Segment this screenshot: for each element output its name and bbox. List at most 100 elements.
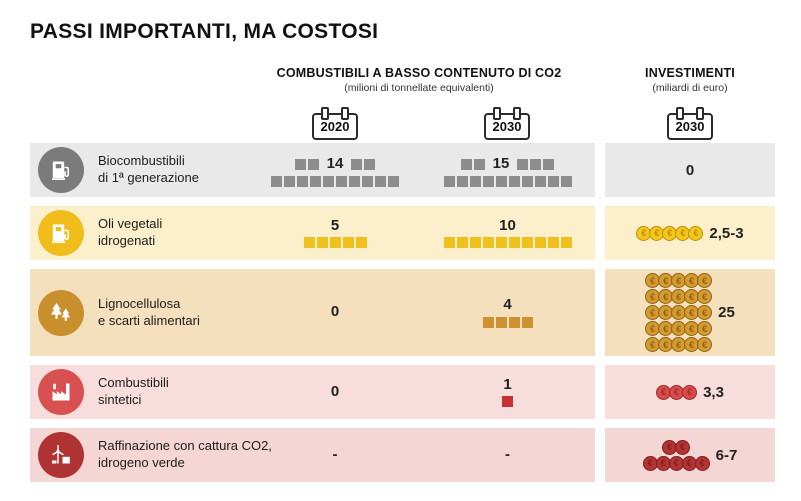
row-label-line1: Raffinazione con cattura CO2, xyxy=(98,438,272,454)
row-label: Oli vegetali idrogenati xyxy=(92,216,250,250)
value-label: - xyxy=(332,445,338,463)
value-label: 1 xyxy=(503,375,512,393)
calendar-investments-2030-icon: 2030 xyxy=(667,107,713,140)
fuel-2020-cell: 0 xyxy=(250,383,420,401)
euro-coin-icon: € xyxy=(697,289,713,304)
squares-row xyxy=(443,237,572,249)
fuel-2020-cell: 14 xyxy=(250,153,420,187)
investment-cell: € € € 3,3 xyxy=(605,365,775,419)
fuel-band: Raffinazione con cattura CO2, idrogeno ve… xyxy=(30,428,595,482)
value-label: 10 xyxy=(499,216,516,234)
investment-value-label: 0 xyxy=(685,161,695,179)
unit-square xyxy=(456,175,468,187)
unit-square xyxy=(495,316,507,328)
row-label: Biocombustibili di 1ª generazione xyxy=(92,153,250,187)
investment-value-label: 3,3 xyxy=(703,383,724,401)
euro-coin-icon: € xyxy=(688,225,704,241)
fuel-2020-cell: 0 xyxy=(250,304,420,321)
unit-square xyxy=(375,175,386,187)
investments-column-header: INVESTIMENTI (miliardi di euro) xyxy=(605,66,775,94)
euro-coin-icon: € xyxy=(675,439,691,455)
unit-square xyxy=(388,175,399,187)
calendar-2020-icon: 2020 xyxy=(312,107,358,140)
unit-square xyxy=(482,316,494,328)
fuel-2030-cell: - xyxy=(420,445,595,464)
coin-stack: € € € xyxy=(656,384,698,400)
unit-square xyxy=(307,159,319,170)
euro-coin-icon: € xyxy=(697,337,713,352)
value-label: 15 xyxy=(492,155,510,173)
page-title: PASSI IMPORTANTI, MA COSTOSI xyxy=(30,20,379,43)
unit-square xyxy=(349,175,360,187)
row-label-line2: sintetici xyxy=(98,392,142,407)
unit-square xyxy=(521,175,533,187)
investment-cell: 0 xyxy=(605,143,775,197)
coin-stack: € € € € € € € € € € € € € € € € € € € € € € € € € xyxy=(645,273,713,352)
unit-square xyxy=(508,316,520,328)
factory-icon xyxy=(38,369,84,415)
investment-value-label: 2,5-3 xyxy=(709,224,744,242)
unit-square xyxy=(543,159,555,170)
euro-coin-icon: € xyxy=(671,321,687,336)
coin-row: € € xyxy=(662,439,691,455)
unit-square xyxy=(495,175,507,187)
rows-container: Biocombustibili di 1ª generazione 14 15 0 Oli… xyxy=(30,143,775,482)
calendar-2030-icon: 2030 xyxy=(484,107,530,140)
squares-row: 15 xyxy=(460,155,555,173)
coin-row: € € € € € xyxy=(636,225,704,241)
value-label: 14 xyxy=(326,155,344,173)
unit-square xyxy=(456,237,468,249)
euro-coin-icon: € xyxy=(671,273,687,288)
unit-square xyxy=(547,237,559,249)
investments-header-subtitle: (miliardi di euro) xyxy=(652,82,728,94)
unit-square xyxy=(297,175,308,187)
value-label: 0 xyxy=(330,303,340,321)
unit-square xyxy=(521,316,533,328)
table-row: Combustibili sintetici 0 1 € € € 3,3 xyxy=(30,365,775,419)
investments-header-title: INVESTIMENTI xyxy=(645,66,735,80)
fuel-band: Biocombustibili di 1ª generazione 14 15 xyxy=(30,143,595,197)
squares-row: 14 xyxy=(294,155,376,173)
unit-square xyxy=(316,237,328,249)
row-label-line1: Oli vegetali xyxy=(98,216,163,232)
table-row: Oli vegetali idrogenati 5 10 € € € € € 2,5-3 xyxy=(30,206,775,260)
unit-square xyxy=(310,175,321,187)
value-label: 4 xyxy=(503,296,512,314)
euro-coin-icon: € xyxy=(682,384,698,400)
investment-cell: € € € € € 2,5-3 xyxy=(605,206,775,260)
row-label-line2: e scarti alimentari xyxy=(98,312,200,328)
fuel-2030-cell: 10 xyxy=(420,216,595,249)
unit-square xyxy=(530,159,542,170)
row-label-line1: Lignocellulosa xyxy=(98,295,181,311)
euro-coin-icon: € xyxy=(675,225,691,241)
fuels-header-subtitle: (milioni di tonnellate equivalenti) xyxy=(344,82,494,94)
fuel-2030-cell: 1 xyxy=(420,375,595,408)
unit-square xyxy=(508,237,520,249)
row-label: Combustibili sintetici xyxy=(92,375,250,409)
unit-square xyxy=(534,237,546,249)
refinery-wind-icon xyxy=(38,432,84,478)
euro-coin-icon: € xyxy=(684,337,700,352)
unit-square xyxy=(323,175,334,187)
row-label: Lignocellulosa e scarti alimentari xyxy=(92,296,250,330)
unit-square xyxy=(303,237,315,249)
fuel-band: Combustibili sintetici 0 1 xyxy=(30,365,595,419)
calendar-2020-year: 2020 xyxy=(320,119,350,134)
value-label: - xyxy=(505,445,510,463)
calendar-investments-year: 2030 xyxy=(675,119,705,134)
fuels-header-title: COMBUSTIBILI A BASSO CONTENUTO DI CO2 xyxy=(276,66,562,80)
table-row: Biocombustibili di 1ª generazione 14 15 0 xyxy=(30,143,775,197)
unit-square xyxy=(517,159,529,170)
unit-square xyxy=(473,159,485,170)
squares-row xyxy=(303,237,367,249)
fuel-2030-cell: 4 xyxy=(420,297,595,328)
unit-square xyxy=(482,237,494,249)
fuel-pump-leaf-icon xyxy=(38,210,84,256)
squares-row xyxy=(482,316,533,328)
euro-coin-icon: € xyxy=(671,305,687,320)
unit-square xyxy=(521,237,533,249)
unit-square xyxy=(534,175,546,187)
unit-square xyxy=(508,175,520,187)
coin-row: € € € € € xyxy=(645,337,713,352)
fuel-pump-icon xyxy=(38,147,84,193)
